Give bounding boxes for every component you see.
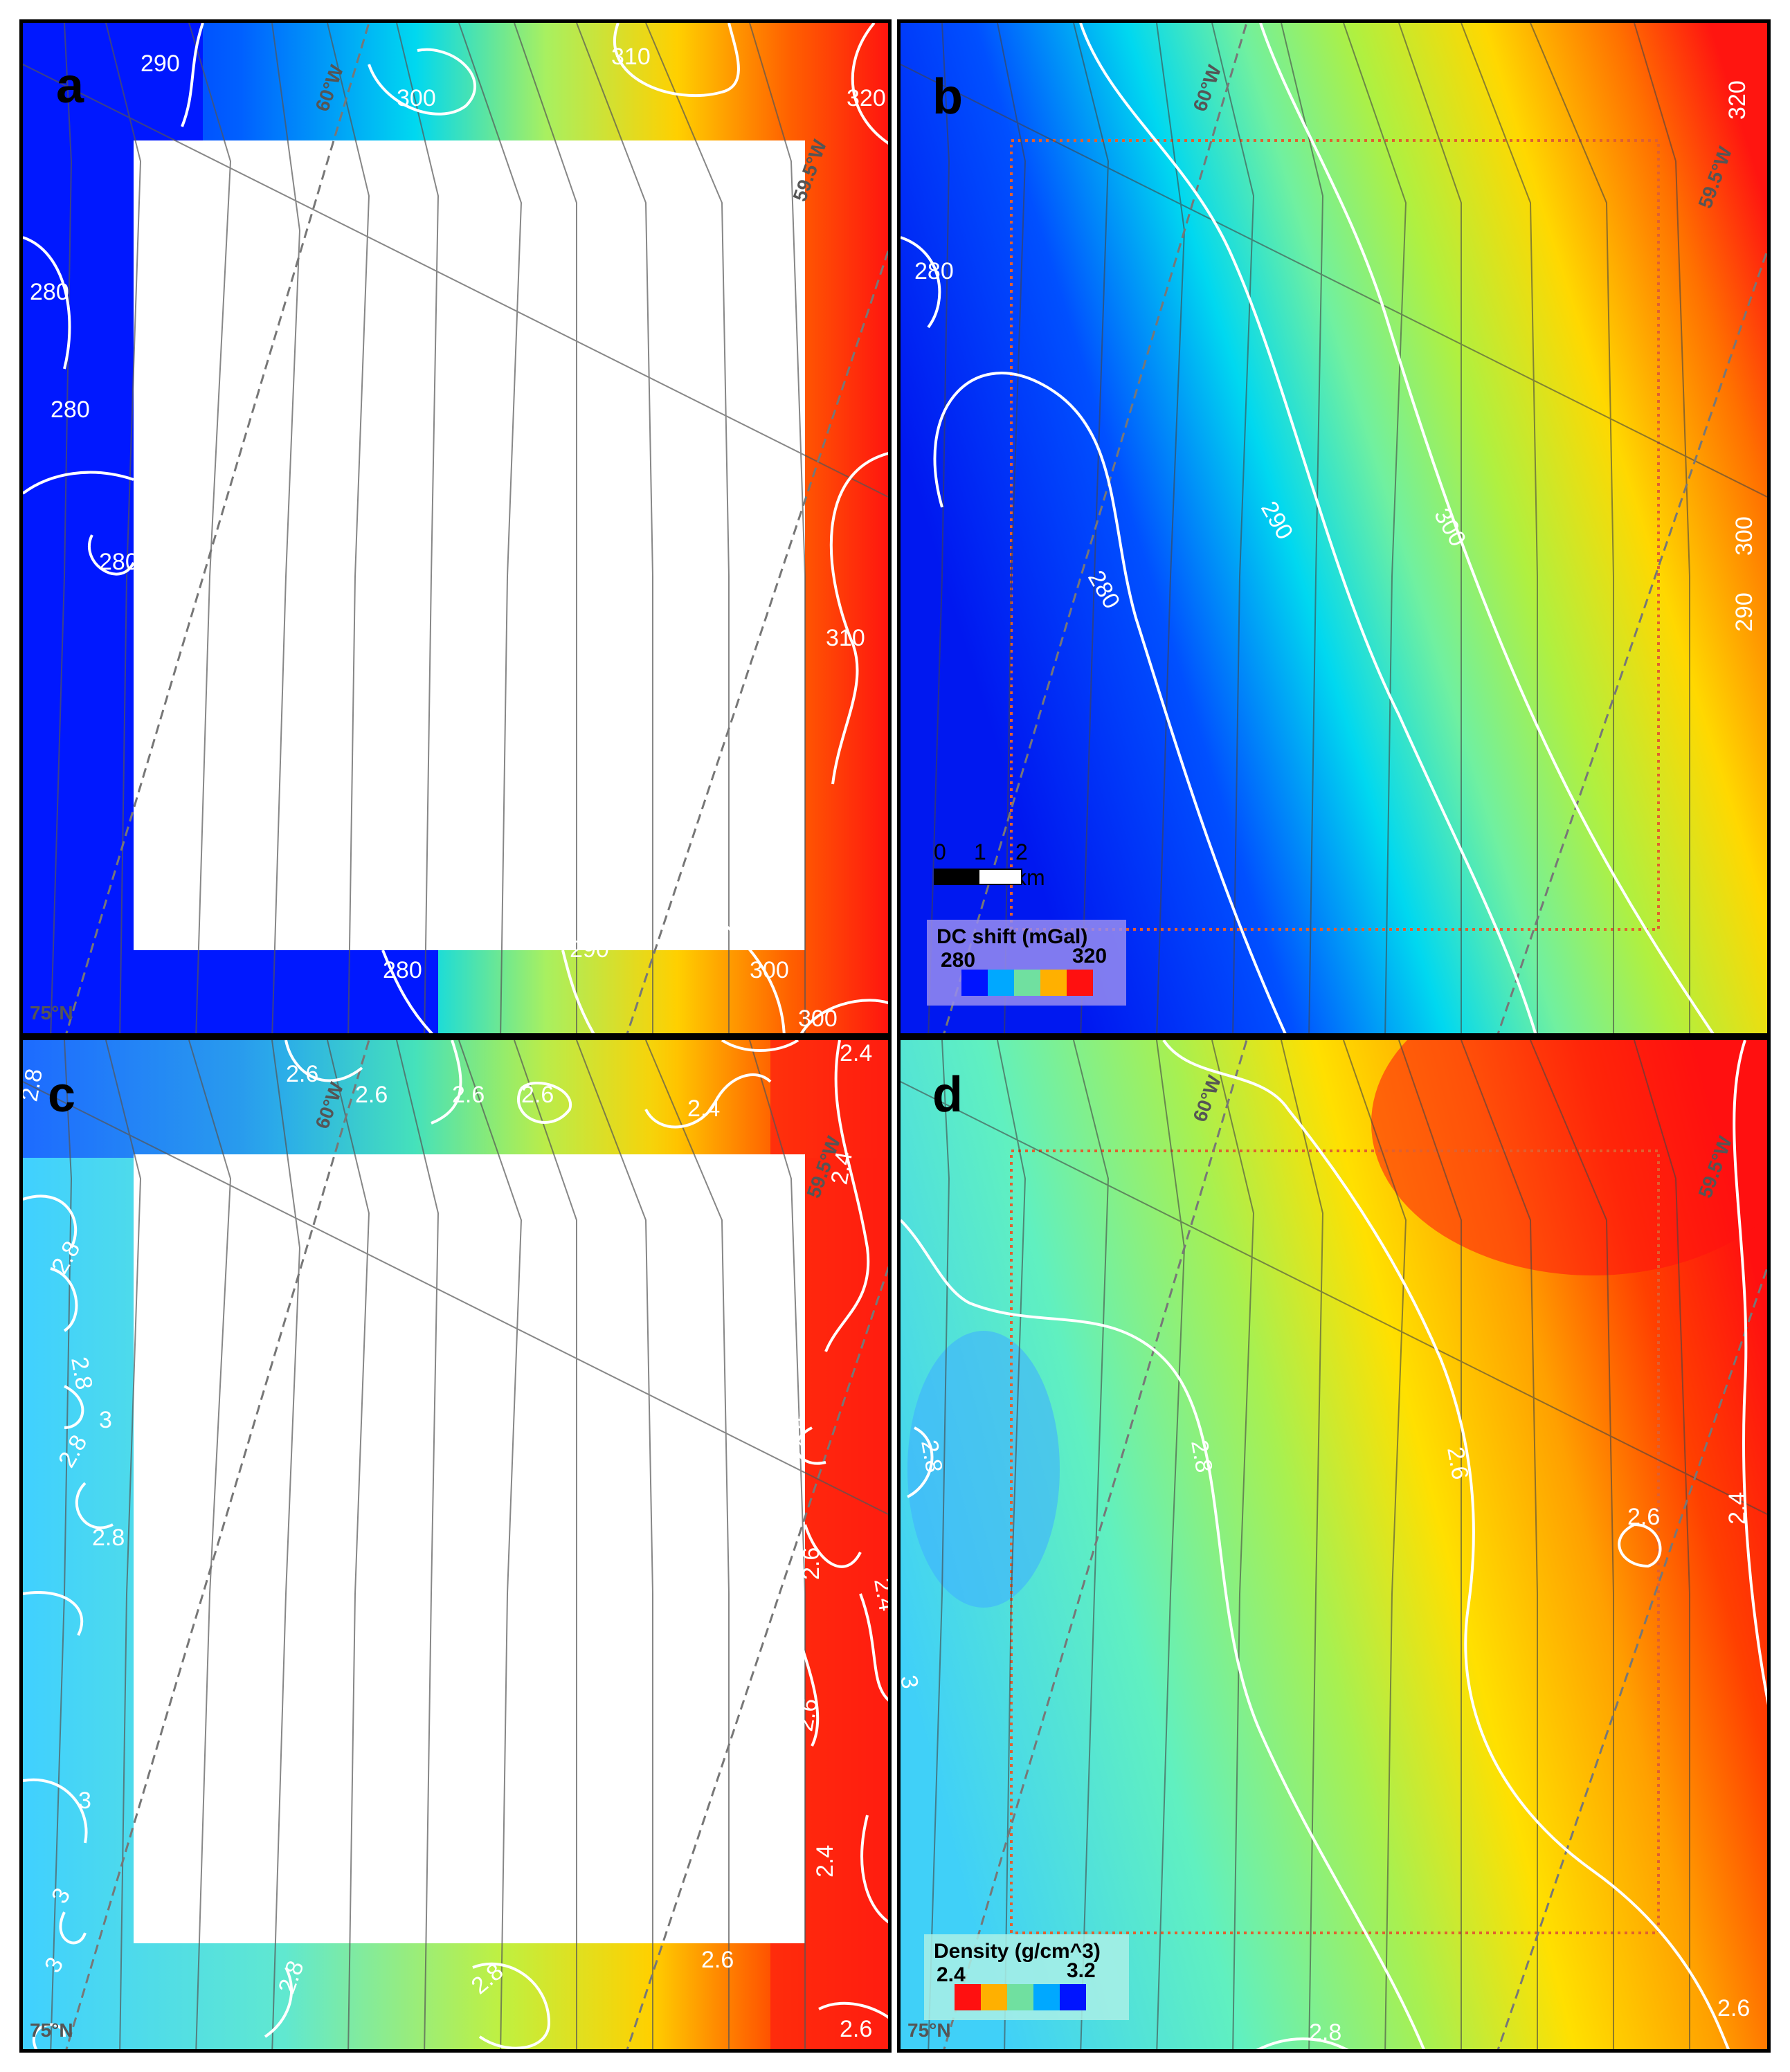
contour-label: 2.6	[798, 1547, 824, 1580]
contour-label: 2.8	[916, 1438, 948, 1475]
contour-label: 2.4	[812, 1845, 838, 1878]
contour-label: 2.8	[92, 1525, 125, 1551]
contour-label: 290	[1731, 592, 1757, 632]
contour-label: 300	[1731, 516, 1757, 556]
contour-label: 2.8	[1309, 2019, 1341, 2046]
contour-label: 290	[570, 936, 609, 963]
contour-label: 2.6	[1442, 1445, 1474, 1482]
contour-label: 2.4	[826, 1149, 858, 1186]
legend-dc-shift: DC shift (mGal) 280 320	[927, 920, 1126, 1006]
contour-label: 2.8	[66, 1355, 98, 1392]
contour-label: 2.6	[701, 1947, 734, 1973]
contour-label: 2.6	[286, 1061, 318, 1087]
contour-label: 2.4	[784, 1416, 811, 1448]
panel-c-map: 2.8 2.6 2.6 2.6 2.6 2.4 2.4 2.4 2.8 2.8 …	[23, 1040, 888, 2049]
contour-label: 2.4	[840, 1040, 872, 1066]
panel-c: 2.8 2.6 2.6 2.6 2.6 2.4 2.4 2.4 2.8 2.8 …	[19, 1037, 892, 2053]
contour-label: 2.4	[1724, 1492, 1751, 1525]
panel-label-a: a	[56, 58, 84, 113]
contour-label: 280	[51, 397, 90, 423]
contour-label: 2.6	[791, 1696, 823, 1733]
contour-label: 2.6	[355, 1082, 388, 1108]
legend-min: 2.4	[937, 1963, 966, 1986]
contour-label: 2.8	[1186, 1438, 1218, 1475]
panel-b-map: 280 290 300 280 320 300 290 60°W 59.5°W	[901, 23, 1767, 1033]
contour-label: 300	[798, 1006, 838, 1032]
contour-label: 2.6	[1627, 1504, 1660, 1530]
contour-label: 300	[397, 85, 436, 111]
contour-label: 280	[30, 279, 69, 305]
contour-label: 320	[847, 85, 886, 111]
scale-label-0: 0	[934, 839, 946, 864]
lat-label-75n: 75°N	[907, 2019, 951, 2041]
contour-label: 280	[914, 258, 954, 284]
legend-color-scale	[961, 970, 1093, 996]
legend-color-scale	[955, 1984, 1086, 2010]
contour-label: 280	[383, 957, 422, 983]
contour-label: 2.6	[521, 1082, 554, 1108]
contour-label: 280	[99, 549, 138, 575]
no-data-area	[134, 140, 805, 950]
contour-label: 290	[141, 51, 180, 77]
panel-label-c: c	[48, 1067, 76, 1123]
panel-d: 2.8 2.8 2.6 2.6 2.4 3 2.8 2.6 60°W 59.5°…	[897, 1037, 1771, 2053]
panel-a: 290 310 300 320 280 280 280 310 280 290 …	[19, 19, 892, 1037]
contour-label: 3	[99, 1407, 112, 1433]
contour-label: 310	[611, 44, 651, 70]
contour-label: 310	[826, 625, 865, 651]
legend-max: 3.2	[1067, 1959, 1096, 1982]
panel-label-d: d	[932, 1067, 963, 1123]
panel-label-b: b	[932, 69, 963, 125]
contour-label: 300	[750, 957, 789, 983]
lat-label-75n: 75°N	[30, 2019, 73, 2041]
legend-title: DC shift (mGal)	[937, 925, 1088, 948]
scale-bar: 0 1 2 km	[934, 839, 1058, 890]
scale-label-1: 1	[974, 839, 986, 864]
legend-min: 280	[941, 949, 976, 972]
contour-label: 2.4	[687, 1096, 720, 1122]
contour-label: 3	[78, 1788, 91, 1814]
contour-label: 2.6	[452, 1082, 485, 1108]
contour-label: 2.6	[840, 2016, 872, 2042]
study-area-outline	[1010, 139, 1660, 931]
lat-label-75n: 75°N	[30, 1002, 73, 1024]
legend-density: Density (g/cm^3) 2.4 3.2	[924, 1934, 1129, 2020]
panel-a-map: 290 310 300 320 280 280 280 310 280 290 …	[23, 23, 888, 1033]
contour-label: 320	[1724, 80, 1751, 120]
no-data-area	[134, 1154, 805, 1943]
contour-label: 2.6	[1717, 1995, 1750, 2021]
legend-title: Density (g/cm^3)	[934, 1940, 1101, 1963]
panel-b: 280 290 300 280 320 300 290 60°W 59.5°W …	[897, 19, 1771, 1037]
legend-max: 320	[1072, 945, 1108, 967]
panel-d-map: 2.8 2.8 2.6 2.6 2.4 3 2.8 2.6 60°W 59.5°…	[901, 1040, 1767, 2049]
